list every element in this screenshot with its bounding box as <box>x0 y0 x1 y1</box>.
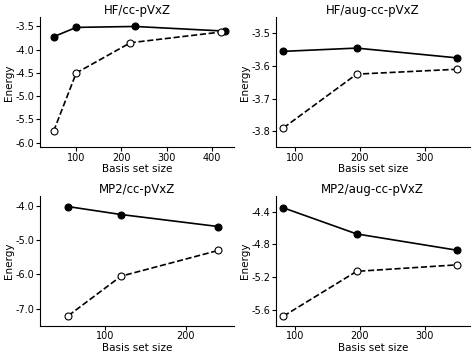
Y-axis label: Energy: Energy <box>4 242 14 279</box>
X-axis label: Basis set size: Basis set size <box>102 164 173 174</box>
X-axis label: Basis set size: Basis set size <box>337 164 408 174</box>
X-axis label: Basis set size: Basis set size <box>102 343 173 353</box>
Title: HF/aug-cc-pVxZ: HF/aug-cc-pVxZ <box>326 4 419 17</box>
Title: MP2/aug-cc-pVxZ: MP2/aug-cc-pVxZ <box>321 183 424 196</box>
Title: MP2/cc-pVxZ: MP2/cc-pVxZ <box>99 183 175 196</box>
X-axis label: Basis set size: Basis set size <box>337 343 408 353</box>
Y-axis label: Energy: Energy <box>240 64 250 101</box>
Y-axis label: Energy: Energy <box>4 64 14 101</box>
Y-axis label: Energy: Energy <box>240 242 250 279</box>
Title: HF/cc-pVxZ: HF/cc-pVxZ <box>104 4 171 17</box>
